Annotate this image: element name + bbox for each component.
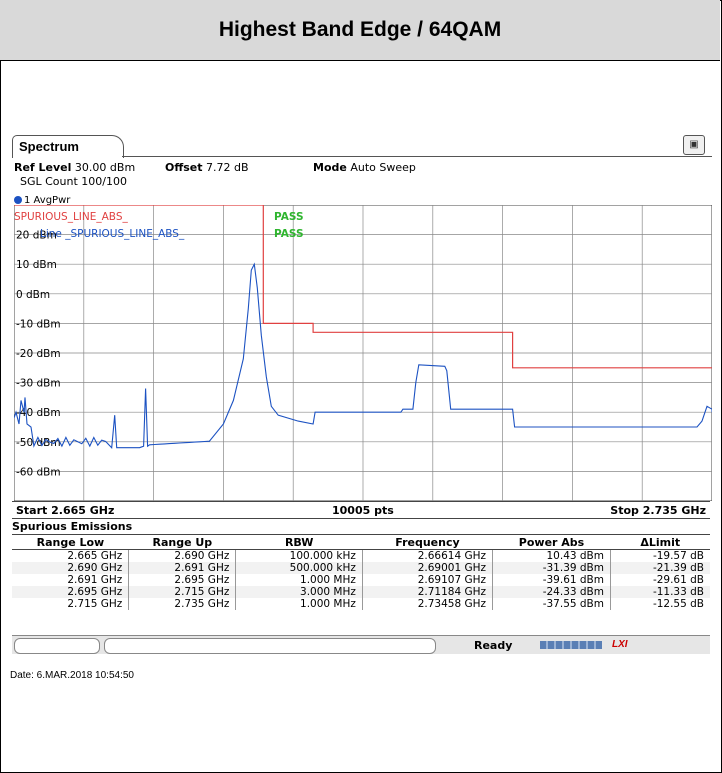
- y-tick-label: -50 dBm: [16, 437, 61, 449]
- tab-spectrum[interactable]: Spectrum: [12, 135, 124, 158]
- table-cell: -37.55 dBm: [492, 598, 611, 610]
- table-cell: 2.715 GHz: [67, 598, 123, 610]
- limit-line-1-status: PASS: [274, 211, 304, 223]
- ref-level-value: 30.00 dBm: [74, 161, 136, 174]
- table-cell: 2.691 GHz: [67, 574, 123, 586]
- status-field-2[interactable]: [104, 638, 436, 654]
- ref-level-label: Ref Level: [14, 161, 72, 174]
- column-header: ΔLimit: [610, 535, 710, 550]
- column-header: Frequency: [362, 535, 493, 550]
- tab-divider: [122, 156, 712, 157]
- table-cell: -29.61 dB: [610, 574, 710, 586]
- y-axis-ticks: 20 dBm 10 dBm 0 dBm -10 dBm -20 dBm -30 dBm -4…: [16, 230, 61, 479]
- offset: Offset 7.72 dB: [165, 161, 249, 174]
- column-header: Range Up: [128, 535, 236, 550]
- limit-line: [14, 205, 712, 369]
- table-row: 2.691 GHz 2.695 GHz 1.000 MHz 2.69107 GHz -3…: [12, 574, 710, 586]
- table-cell: -19.57 dB: [610, 549, 710, 562]
- sweep-points: 10005 pts: [332, 504, 394, 517]
- title-bar: Highest Band Edge / 64QAM: [0, 0, 720, 61]
- table-cell: -24.33 dBm: [492, 586, 611, 598]
- column-header: RBW: [235, 535, 363, 550]
- y-tick-label: -20 dBm: [16, 348, 61, 360]
- sgl-count: SGL Count 100/100: [20, 175, 127, 188]
- table-row: 2.665 GHz 2.690 GHz 100.000 kHz 2.66614 GHz…: [12, 549, 710, 562]
- y-tick-label: -30 dBm: [16, 378, 61, 390]
- trace-legend: 1 AvgPwr: [14, 195, 70, 206]
- plot-grid: [14, 205, 712, 501]
- table-cell: -31.39 dBm: [492, 562, 611, 574]
- status-field-1[interactable]: [14, 638, 100, 654]
- ready-status: Ready: [474, 639, 513, 652]
- mode: Mode Auto Sweep: [313, 161, 416, 174]
- spurious-emissions-table: Spurious Emissions Range Low Range Up RB…: [12, 520, 710, 610]
- table-cell: 2.695 GHz: [12, 586, 129, 598]
- table-cell: -12.55 dB: [610, 598, 710, 610]
- spectrum-trace: [14, 262, 712, 449]
- y-tick-label: -60 dBm: [16, 466, 61, 478]
- spurious-table: Range Low Range Up RBW Frequency Power A…: [12, 535, 710, 610]
- table-row: 2.690 GHz 2.691 GHz 500.000 kHz 2.69001 GHz…: [12, 562, 710, 574]
- start-frequency: Start 2.665 GHz: [16, 504, 115, 517]
- table-cell: 500.000 kHz: [235, 562, 363, 574]
- tab-spectrum-label: Spectrum: [19, 139, 79, 154]
- table-cell: 1.000 MHz: [235, 574, 363, 586]
- sweep-progress-bar: [540, 641, 602, 649]
- table-cell: -21.39 dB: [610, 562, 710, 574]
- table-cell: 100.000 kHz: [235, 549, 363, 562]
- table-cell: 2.69107 GHz: [361, 574, 493, 586]
- column-header: Power Abs: [492, 535, 611, 550]
- y-tick-label: 10 dBm: [16, 259, 57, 271]
- table-cell: 2.665 GHz: [67, 550, 123, 562]
- table-row: 2.715 GHz 2.735 GHz 1.000 MHz 2.73458 GHz -3…: [12, 598, 710, 610]
- mode-label: Mode: [313, 161, 347, 174]
- offset-value: 7.72 dB: [206, 161, 249, 174]
- trace-label: 1 AvgPwr: [24, 195, 71, 206]
- table-row: 2.695 GHz 2.715 GHz 3.000 MHz 2.71184 GHz -2…: [12, 586, 710, 598]
- table-cell: 2.66614 GHz: [361, 549, 493, 562]
- table-cell: 2.715 GHz: [128, 586, 236, 598]
- mode-value: Auto Sweep: [350, 161, 416, 174]
- spectrum-plot: 20 dBm 10 dBm 0 dBm -10 dBm -20 dBm -30 dBm -4…: [14, 205, 712, 501]
- table-cell: 2.695 GHz: [128, 574, 236, 586]
- table-cell: -11.33 dB: [610, 586, 710, 598]
- spurious-heading: Spurious Emissions: [12, 520, 710, 535]
- limit-line-1-name: SPURIOUS_LINE_ABS_: [14, 211, 128, 223]
- table-cell: 2.691 GHz: [128, 562, 236, 574]
- table-cell: 2.735 GHz: [128, 598, 236, 610]
- column-header: Range Low: [12, 535, 129, 550]
- y-tick-label: 20 dBm: [16, 230, 57, 242]
- ref-level: Ref Level 30.00 dBm: [14, 161, 135, 174]
- offset-label: Offset: [165, 161, 203, 174]
- table-cell: 1.000 MHz: [235, 598, 363, 610]
- table-cell: 2.71184 GHz: [361, 586, 493, 598]
- display-config-icon[interactable]: ▣: [683, 135, 705, 155]
- table-cell: 2.73458 GHz: [361, 598, 493, 610]
- table-cell: -39.61 dBm: [492, 574, 611, 586]
- table-cell: 10.43 dBm: [492, 549, 611, 562]
- table-cell: 2.690 GHz: [12, 562, 129, 574]
- frequency-axis-bar: Start 2.665 GHz 10005 pts Stop 2.735 GHz: [12, 501, 710, 519]
- capture-date: Date: 6.MAR.2018 10:54:50: [10, 670, 134, 681]
- table-cell: 2.690 GHz: [128, 549, 236, 562]
- table-cell: 3.000 MHz: [235, 586, 363, 598]
- page-title: Highest Band Edge / 64QAM: [218, 18, 502, 41]
- analyzer-screenshot: Spectrum ▣ Ref Level 30.00 dBm Offset 7.…: [10, 135, 712, 655]
- y-tick-label: -40 dBm: [16, 407, 61, 419]
- lxi-logo: LXI: [612, 639, 628, 650]
- trace-dot-icon: [14, 196, 22, 204]
- limit-line-2-status: PASS: [274, 228, 304, 240]
- limit-line-2-name: Line _SPURIOUS_LINE_ABS_: [40, 228, 185, 240]
- y-tick-label: -10 dBm: [16, 318, 61, 330]
- status-bar: Ready LXI: [12, 635, 710, 654]
- stop-frequency: Stop 2.735 GHz: [610, 504, 706, 517]
- table-cell: 2.69001 GHz: [361, 562, 493, 574]
- y-tick-label: 0 dBm: [16, 289, 50, 301]
